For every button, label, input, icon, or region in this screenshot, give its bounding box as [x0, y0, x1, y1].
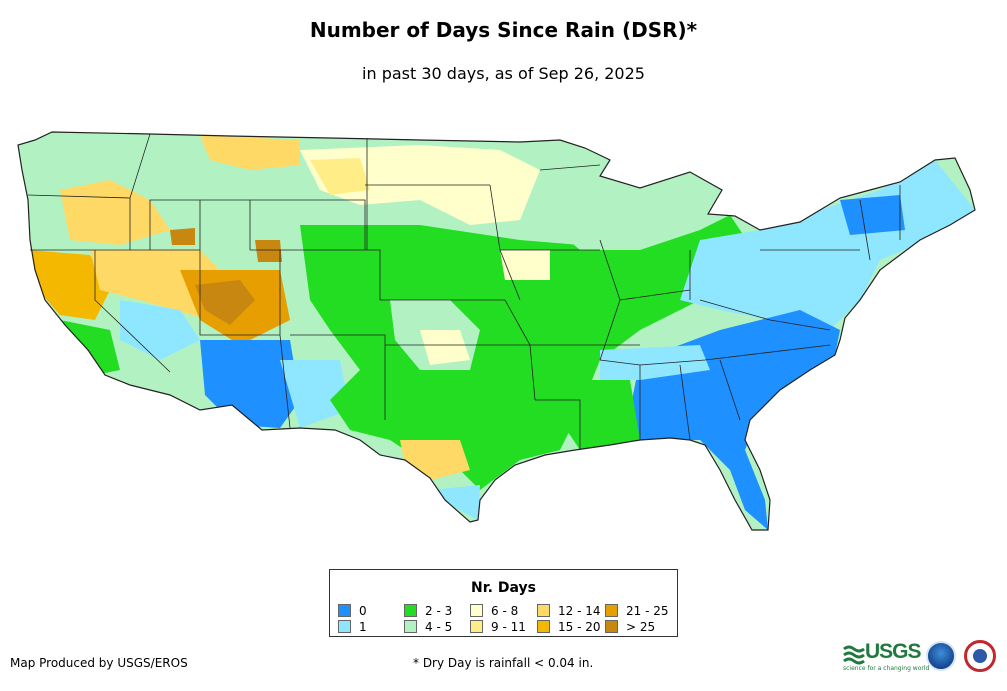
legend-label: 12 - 14 — [558, 604, 601, 618]
dsr-raster — [18, 132, 975, 530]
legend-swatch — [605, 620, 618, 633]
legend-swatch — [537, 604, 550, 617]
legend-item: 12 - 14 — [537, 604, 601, 618]
zone-gt25-co — [255, 240, 282, 262]
legend-swatch — [537, 620, 550, 633]
zone-6-8-ok — [420, 330, 470, 365]
legend: Nr. Days 0 1 2 - 3 4 - 5 6 - 8 9 - 11 12… — [329, 569, 678, 637]
zone-12-14-nw — [60, 180, 170, 245]
legend-label: 15 - 20 — [558, 620, 601, 634]
zone-gt25-wy — [170, 228, 195, 245]
zone-1-nevada — [120, 300, 200, 360]
map-subtitle: in past 30 days, as of Sep 26, 2025 — [362, 64, 645, 83]
legend-item: 0 — [338, 604, 367, 618]
legend-item: > 25 — [605, 620, 655, 634]
legend-label: 9 - 11 — [491, 620, 526, 634]
zone-12-14-mt — [200, 135, 300, 170]
legend-item: 15 - 20 — [537, 620, 601, 634]
zone-0-ny — [840, 195, 905, 235]
legend-item: 9 - 11 — [470, 620, 526, 634]
legend-item: 1 — [338, 620, 367, 634]
zone-2-3-socal — [60, 320, 120, 375]
usgs-wave-icon — [843, 645, 865, 665]
legend-swatch — [338, 604, 351, 617]
legend-item: 4 - 5 — [404, 620, 452, 634]
legend-label: > 25 — [626, 620, 656, 634]
legend-title: Nr. Days — [471, 580, 536, 596]
legend-label: 4 - 5 — [425, 620, 453, 634]
dry-day-note: * Dry Day is rainfall < 0.04 in. — [413, 656, 594, 670]
state-boundaries — [17, 131, 976, 531]
legend-swatch — [338, 620, 351, 633]
legend-item: 6 - 8 — [470, 604, 518, 618]
zone-15-20-california — [28, 250, 110, 320]
zone-2-3-central — [300, 215, 760, 490]
us-dsr-map — [17, 131, 976, 531]
zone-1-txgulf — [430, 485, 480, 520]
map-credit: Map Produced by USGS/EROS — [10, 656, 188, 670]
usgs-wordmark: USGS — [865, 640, 922, 663]
legend-swatch — [470, 604, 483, 617]
legend-label: 1 — [359, 620, 367, 634]
legend-label: 6 - 8 — [491, 604, 519, 618]
legend-swatch — [605, 604, 618, 617]
legend-swatch — [404, 604, 417, 617]
zone-gt25-utah — [195, 280, 255, 325]
zone-9-11-north-plains — [310, 158, 370, 195]
legend-item: 21 - 25 — [605, 604, 669, 618]
legend-label: 21 - 25 — [626, 604, 669, 618]
legend-swatch — [404, 620, 417, 633]
zone-6-8-ia — [500, 250, 550, 280]
zone-4-5-greatlakes — [540, 165, 640, 250]
zone-1-tn — [600, 345, 710, 380]
noaa-logo-icon — [926, 641, 956, 671]
legend-swatch — [470, 620, 483, 633]
zone-1-nm — [280, 360, 350, 428]
map-title: Number of Days Since Rain (DSR)* — [309, 18, 698, 42]
usgs-tagline: science for a changing world — [843, 665, 930, 672]
legend-item: 2 - 3 — [404, 604, 452, 618]
legend-label: 2 - 3 — [425, 604, 453, 618]
zone-1-northeast — [680, 160, 975, 330]
nws-logo-icon — [964, 640, 996, 672]
legend-label: 0 — [359, 604, 367, 618]
